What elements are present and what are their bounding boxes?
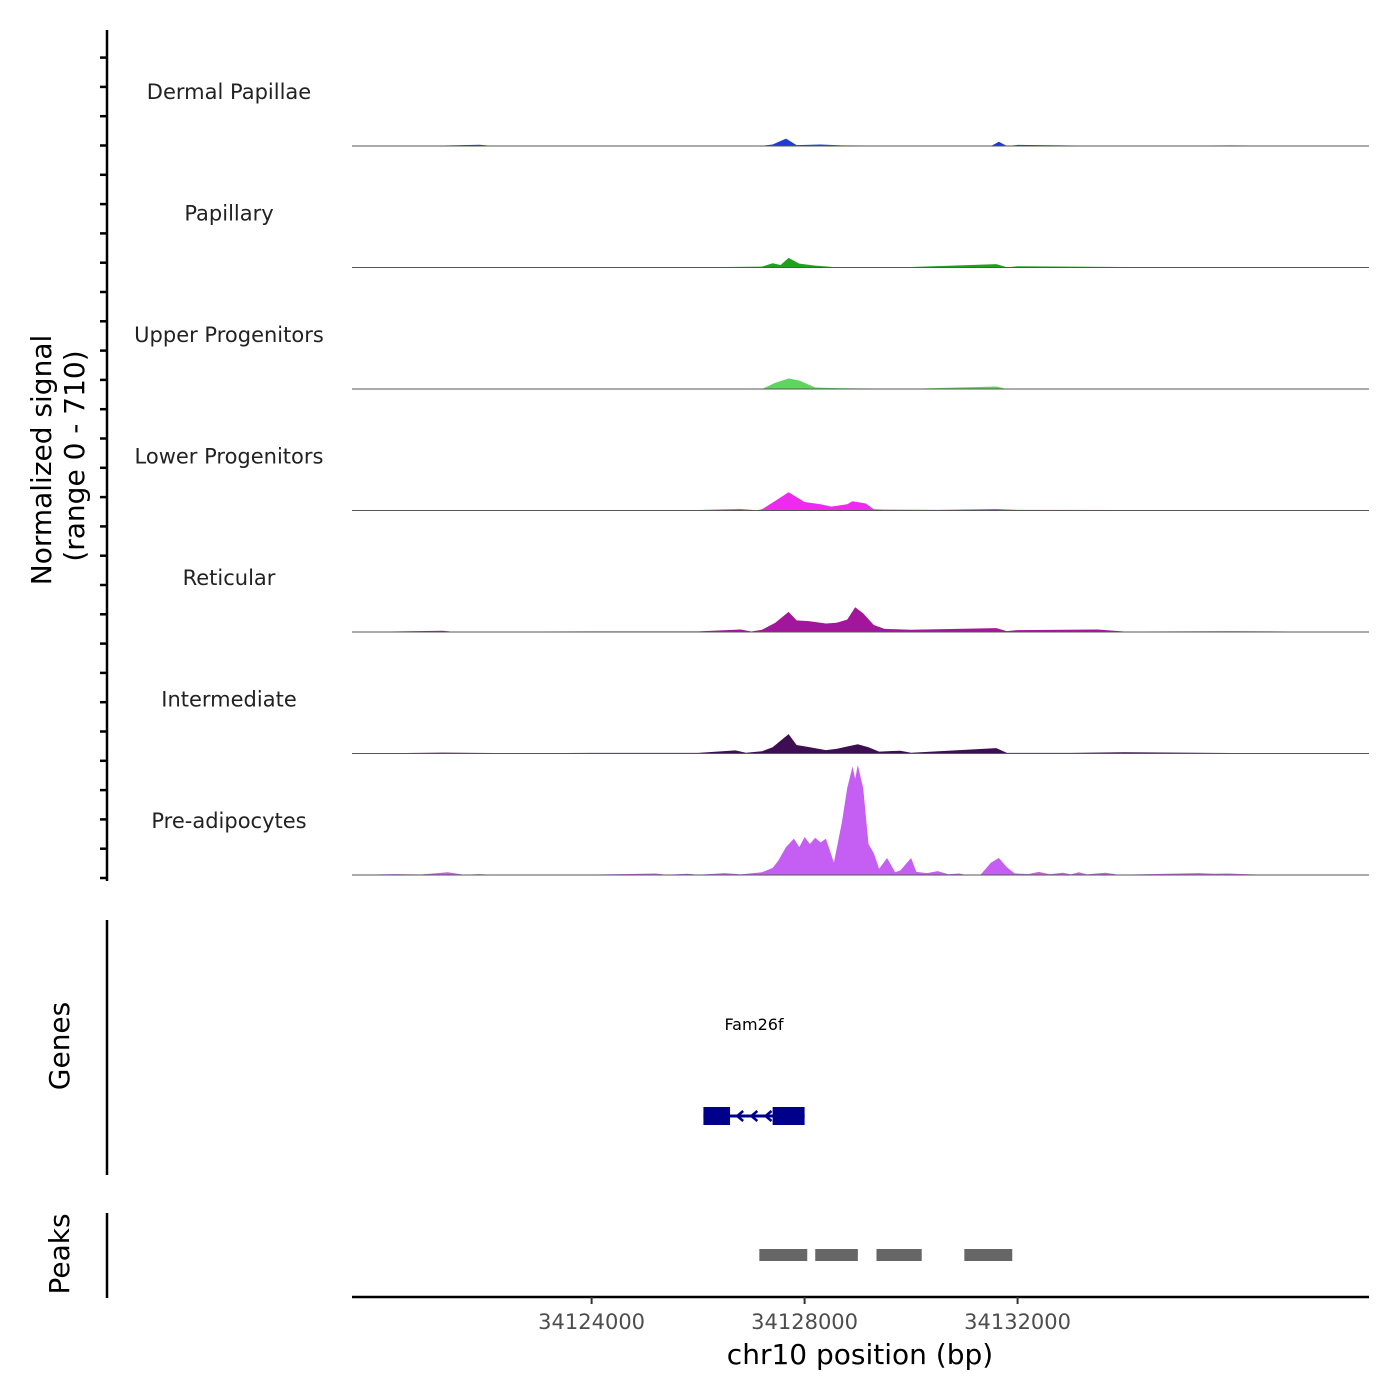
peak-region: [759, 1249, 808, 1261]
peak-region: [964, 1249, 1013, 1261]
track-label: Upper Progenitors: [134, 323, 324, 347]
signal-tracks: Dermal Papillae Papillary Upper Progenitor…: [134, 80, 1369, 876]
genes-track-title: Genes: [43, 1002, 76, 1090]
track-intermediate: Intermediate: [161, 688, 1369, 754]
peaks-track-title: Peaks: [43, 1213, 76, 1294]
coverage-area: [352, 138, 1369, 146]
track-label: Dermal Papillae: [147, 80, 311, 104]
x-tick-label: 34128000: [751, 1310, 858, 1334]
track-upper-progenitors: Upper Progenitors: [134, 323, 1369, 390]
track-pre-adipocytes: Pre-adipocytes: [151, 765, 1369, 876]
gene-model: Fam26f: [703, 1015, 805, 1125]
x-axis-ticks: 34124000 34128000 34132000: [538, 1297, 1071, 1334]
coverage-area: [352, 734, 1369, 754]
strand-arrow: [763, 1110, 773, 1122]
track-label: Pre-adipocytes: [151, 809, 306, 833]
track-label: Papillary: [184, 202, 273, 226]
gene-name-label: Fam26f: [724, 1015, 783, 1034]
track-label: Lower Progenitors: [135, 445, 324, 469]
gene-exon: [703, 1107, 731, 1125]
coverage-area: [352, 765, 1369, 875]
signal-y-label-line2: (range 0 - 710): [58, 350, 91, 561]
signal-y-ticks: [100, 56, 107, 880]
peak-track: [759, 1249, 1013, 1261]
track-lower-progenitors: Lower Progenitors: [135, 445, 1369, 511]
track-reticular: Reticular: [183, 566, 1369, 633]
coverage-area: [352, 607, 1369, 632]
x-tick-label: 34124000: [538, 1310, 645, 1334]
gene-track: Fam26f: [703, 1015, 805, 1125]
coverage-area: [352, 492, 1369, 511]
x-axis-title: chr10 position (bp): [727, 1338, 993, 1371]
track-papillary: Papillary: [184, 202, 1369, 268]
track-dermal-papillae: Dermal Papillae: [147, 80, 1369, 147]
peak-region: [876, 1249, 922, 1261]
gene-exon: [772, 1107, 805, 1125]
strand-arrow: [735, 1110, 744, 1122]
track-label: Intermediate: [161, 688, 297, 712]
signal-y-label-line1: Normalized signal: [25, 335, 58, 586]
coverage-area: [352, 378, 1369, 389]
peak-region: [815, 1249, 858, 1261]
x-tick-label: 34132000: [964, 1310, 1071, 1334]
strand-arrow: [749, 1110, 759, 1122]
track-label: Reticular: [183, 566, 276, 590]
coverage-area: [352, 257, 1369, 268]
